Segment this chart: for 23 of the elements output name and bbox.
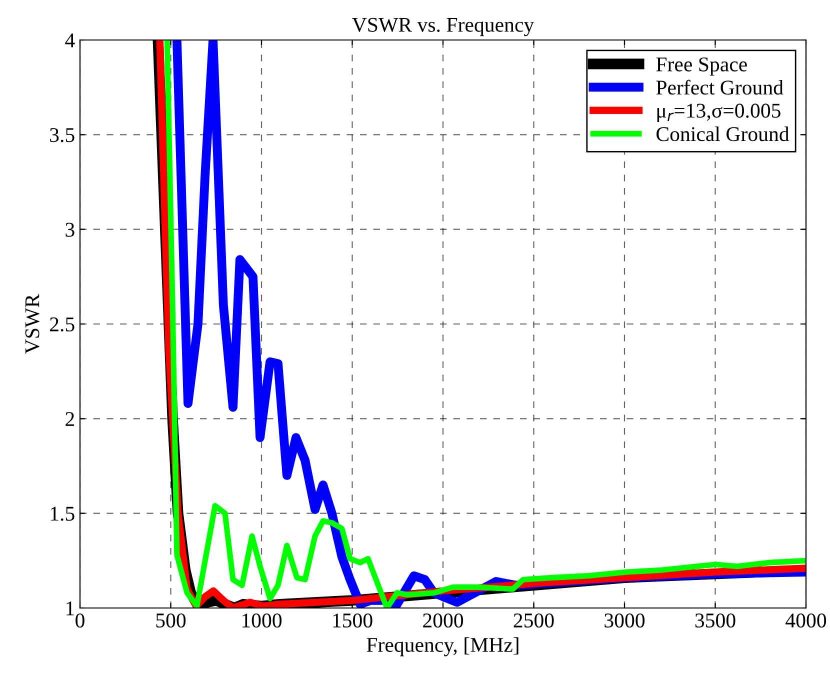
x-tick-label: 4000 [786, 613, 826, 628]
x-tick-label: 0 [76, 613, 84, 628]
x-axis-title: Frequency, [MHz] [366, 637, 518, 656]
x-tick-label: 2500 [514, 613, 554, 628]
y-tick-label: 1 [66, 601, 74, 616]
chart-title: VSWR vs. Frequency [352, 18, 534, 36]
x-tick-label: 3000 [604, 613, 645, 628]
y-tick-label: 3.5 [50, 128, 74, 142]
x-tick-label: 1500 [333, 613, 372, 628]
x-tick-label: 2000 [423, 613, 464, 628]
legend-label: Conical Ground [656, 126, 790, 142]
legend-label: Free Space [656, 57, 747, 76]
y-axis-title: VSWR [25, 294, 40, 354]
y-tick-label: 3 [66, 222, 74, 237]
x-tick-label: 500 [156, 613, 186, 628]
legend-label: μ$_{r}$=13,σ=0.005 [657, 104, 780, 122]
y-tick-label: 2 [66, 412, 74, 426]
y-tick-label: 4 [65, 34, 75, 48]
x-tick-label: 3500 [695, 613, 736, 628]
y-tick-label: 1.5 [50, 506, 74, 521]
y-tick-label: 2.5 [50, 317, 74, 332]
legend-label: Perfect Ground [656, 80, 784, 95]
x-tick-label: 1000 [242, 613, 282, 628]
